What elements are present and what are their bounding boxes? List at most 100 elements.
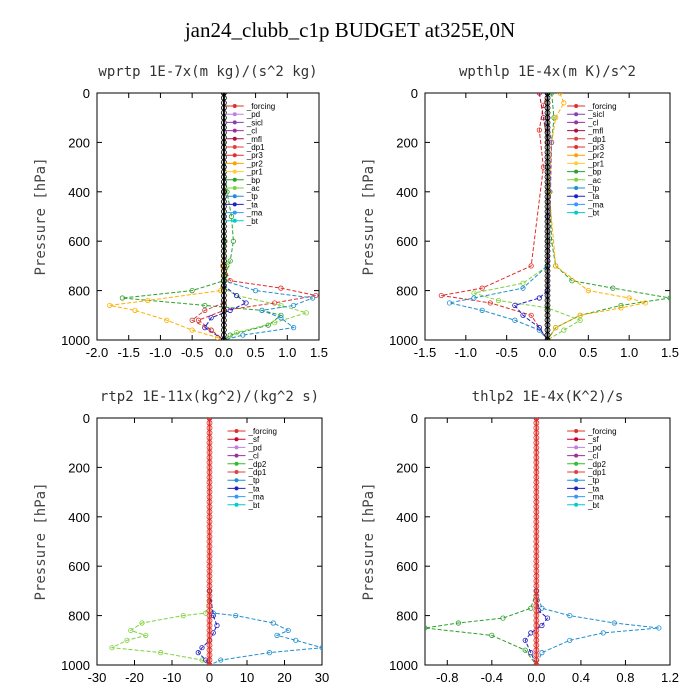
y-axis-label: Pressure [hPa] <box>361 157 377 275</box>
legend-marker <box>232 186 237 190</box>
series-line-pr1 <box>109 93 225 340</box>
legend-label: _dp1 <box>587 468 606 477</box>
y-tick-label: 800 <box>68 609 90 624</box>
series-line-ta <box>204 93 248 340</box>
chart-panel-wpthlp: wpthlp 1E-4x(m K)/s^2 Pressure [hPa] -1.5 -… <box>361 64 679 360</box>
legend-label: _pr1 <box>246 168 264 177</box>
legend-marker <box>234 429 239 433</box>
data-point <box>199 657 205 663</box>
data-point <box>227 332 233 338</box>
data-point <box>438 292 444 299</box>
data-point <box>227 307 233 313</box>
data-point <box>285 627 291 634</box>
y-axis-label: Pressure [hPa] <box>361 482 377 600</box>
legend-label: _ta <box>587 192 600 201</box>
data-point <box>536 295 542 301</box>
legend-marker <box>232 194 237 199</box>
legend-label: _dp1 <box>248 468 267 477</box>
data-point <box>109 645 115 651</box>
data-point <box>230 238 236 244</box>
series-line-pr1 <box>547 93 646 340</box>
data-point <box>208 327 214 333</box>
data-point <box>291 302 297 309</box>
x-tick-label: -0.8 <box>436 670 458 685</box>
y-tick-label: 400 <box>396 185 418 200</box>
legend-label: _bt <box>587 209 600 218</box>
legend-label: _dp1 <box>587 135 606 144</box>
data-point <box>240 332 246 338</box>
x-tick-label: 0.0 <box>215 345 233 360</box>
y-tick-label: 600 <box>68 559 90 574</box>
legend-label: _dp1 <box>246 143 265 152</box>
data-point <box>145 297 151 304</box>
legend-marker <box>574 186 579 190</box>
y-tick-label: 1000 <box>389 658 418 673</box>
legend-marker <box>574 120 579 125</box>
series-group <box>107 93 319 340</box>
legend-marker <box>234 502 239 507</box>
legend-label: _pr1 <box>587 159 605 168</box>
series-line-dp1 <box>425 418 537 665</box>
legend-label: _tp <box>587 184 600 193</box>
legend-label: _cl <box>587 118 598 127</box>
data-point <box>536 93 542 96</box>
legend-label: _forcing <box>246 102 275 111</box>
legend-label: _ac <box>587 176 601 185</box>
legend: _forcing_sf_pd_cl_dp2_dp1_tp_ta_ma_bt <box>227 427 277 510</box>
legend-label: _ma <box>248 493 265 502</box>
legend-label: _tp <box>246 192 259 201</box>
legend-marker <box>232 145 237 149</box>
data-point <box>577 317 583 323</box>
series-group <box>438 93 670 340</box>
legend-label: _sicl <box>587 110 604 119</box>
legend-label: _ma <box>587 493 604 502</box>
data-point <box>270 620 276 626</box>
y-axis-label: Pressure [hPa] <box>33 482 49 600</box>
legend-label: _pd <box>248 443 262 452</box>
data-point <box>536 127 542 133</box>
y-tick-label: 800 <box>396 284 418 299</box>
data-point <box>218 287 224 294</box>
legend: _forcing_sicl_cl_mfl_dp1_pr3_pr2_pr1_bp_… <box>567 102 617 218</box>
data-point <box>319 645 322 651</box>
legend-marker <box>574 136 579 141</box>
legend-marker <box>234 494 239 499</box>
x-tick-label: 1.0 <box>278 345 296 360</box>
y-tick-label: 0 <box>83 411 90 426</box>
legend-label: _mfl <box>246 135 262 144</box>
x-tick-label: -0.4 <box>481 670 503 685</box>
series-line-ta <box>197 418 218 665</box>
x-tick-label: -30 <box>88 670 107 685</box>
series-line-ta <box>513 93 548 340</box>
legend-label: _dp2 <box>587 460 606 469</box>
data-point <box>618 305 624 311</box>
legend-marker <box>232 169 237 174</box>
x-tick-label: -0.5 <box>495 345 517 360</box>
data-point <box>479 307 485 313</box>
y-tick-label: 1000 <box>61 333 90 348</box>
legend-label: _forcing <box>248 427 277 436</box>
data-point <box>539 622 545 629</box>
x-tick-label: 0.4 <box>572 670 590 685</box>
data-point <box>278 285 284 291</box>
legend-marker <box>574 494 579 499</box>
x-tick-label: 0.0 <box>527 670 545 685</box>
data-point <box>520 285 526 291</box>
data-point <box>528 650 534 656</box>
data-point <box>228 213 235 220</box>
data-point <box>553 115 559 121</box>
data-point <box>195 317 202 323</box>
y-tick-label: 1000 <box>389 333 418 348</box>
data-point <box>489 632 495 638</box>
data-point <box>528 263 534 269</box>
data-point <box>512 302 518 309</box>
data-point <box>210 610 216 616</box>
data-point <box>214 622 220 629</box>
data-point <box>189 327 195 333</box>
legend-marker <box>574 502 579 507</box>
forcing-marker <box>533 662 540 665</box>
legend-marker <box>574 486 579 491</box>
data-point <box>548 139 555 145</box>
legend-label: _pd <box>246 110 260 119</box>
x-tick-label: 0.5 <box>247 345 265 360</box>
